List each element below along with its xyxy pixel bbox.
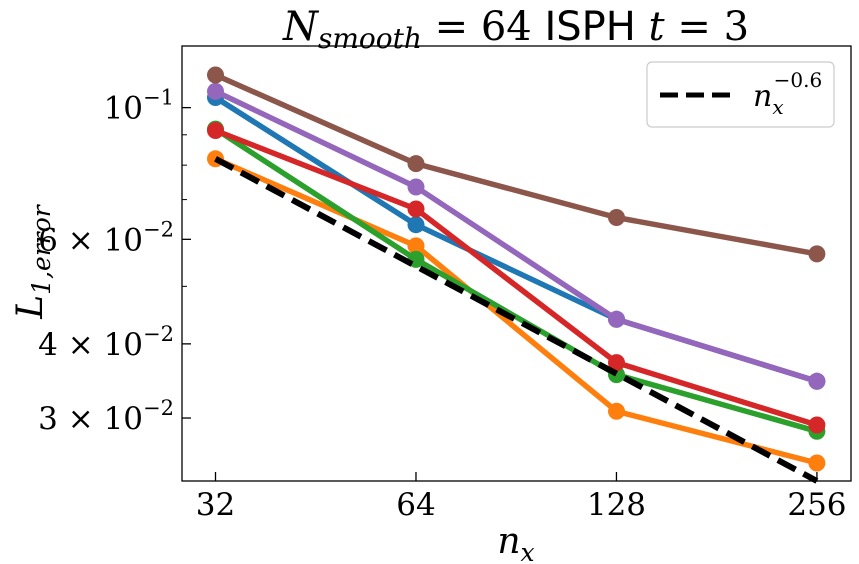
y-label-subscript: 1,error bbox=[27, 203, 56, 295]
legend-label: nx −0.6 bbox=[753, 68, 822, 119]
x-label-subscript: x bbox=[521, 538, 535, 564]
x-label-symbol: n bbox=[497, 521, 520, 562]
title-n-subscript: smooth bbox=[318, 22, 422, 55]
y-tick-label-exp-0: −1 bbox=[143, 86, 174, 110]
legend-label-base: n bbox=[753, 79, 772, 114]
y-tick-label-0: 10−1 bbox=[104, 86, 174, 127]
series-point-red-64 bbox=[407, 200, 425, 218]
series-point-brown-32 bbox=[207, 66, 224, 84]
legend-label-exp: −0.6 bbox=[774, 68, 823, 92]
title-t-symbol: t bbox=[636, 4, 666, 50]
series-point-purple-128 bbox=[608, 310, 625, 328]
y-tick-label-exp-3: −2 bbox=[143, 396, 174, 420]
series-purple bbox=[207, 82, 826, 390]
y-tick-label-base-3: 3 × 10 bbox=[38, 401, 143, 437]
series-point-purple-32 bbox=[207, 82, 224, 100]
x-tick-label-128: 128 bbox=[587, 487, 646, 523]
series-point-purple-256 bbox=[808, 372, 826, 390]
series-line-red bbox=[212, 127, 820, 428]
chart-title: Nsmooth = 64 ISPH t = 3 bbox=[282, 4, 749, 55]
series-point-brown-64 bbox=[407, 155, 425, 173]
y-label-symbol: L bbox=[10, 295, 51, 320]
y-tick-label-exp-1: −2 bbox=[143, 217, 174, 241]
series-line-purple bbox=[212, 88, 820, 385]
x-axis-label: nx bbox=[497, 521, 534, 564]
series-red bbox=[207, 122, 826, 434]
series-point-purple-64 bbox=[407, 178, 425, 196]
x-tick-label-32: 32 bbox=[196, 487, 235, 523]
axes-frame bbox=[181, 45, 852, 482]
reference-line bbox=[214, 156, 819, 484]
title-n-symbol: N bbox=[282, 4, 320, 50]
series-green bbox=[207, 120, 826, 440]
series-point-orange-256 bbox=[808, 454, 826, 472]
series-point-blue-64 bbox=[407, 216, 425, 234]
x-tick-label-256: 256 bbox=[787, 487, 846, 523]
series-point-brown-128 bbox=[608, 209, 625, 226]
series-line-brown bbox=[212, 72, 820, 257]
title-equals-value: = 64 bbox=[422, 4, 545, 50]
legend-box bbox=[646, 61, 835, 128]
series-line-green bbox=[212, 126, 820, 435]
series-point-red-32 bbox=[207, 122, 224, 139]
y-axis-label: L1,error bbox=[10, 203, 56, 320]
series-line-orange bbox=[212, 156, 820, 466]
y-tick-label-base-0: 10 bbox=[104, 91, 143, 127]
series-orange bbox=[207, 150, 826, 472]
series-point-red-128 bbox=[608, 354, 625, 372]
series-brown bbox=[207, 66, 826, 263]
y-tick-label-1: 6 × 10−2 bbox=[38, 217, 174, 258]
title-method: ISPH bbox=[544, 4, 635, 50]
y-tick-label-3: 3 × 10−2 bbox=[38, 396, 174, 437]
legend: nx −0.6 bbox=[646, 61, 835, 128]
y-tick-label-base-2: 4 × 10 bbox=[38, 327, 143, 363]
y-tick-label-2: 4 × 10−2 bbox=[38, 322, 174, 363]
series-point-orange-128 bbox=[608, 402, 625, 420]
legend-label-sub: x bbox=[772, 95, 783, 119]
title-t-value: = 3 bbox=[665, 4, 749, 50]
series-point-red-256 bbox=[808, 416, 826, 434]
series-point-brown-256 bbox=[808, 245, 826, 263]
y-tick-label-exp-2: −2 bbox=[143, 322, 174, 346]
y-tick-label-base-1: 6 × 10 bbox=[38, 222, 143, 258]
series-point-orange-64 bbox=[407, 237, 425, 255]
x-tick-label-64: 64 bbox=[396, 487, 435, 523]
